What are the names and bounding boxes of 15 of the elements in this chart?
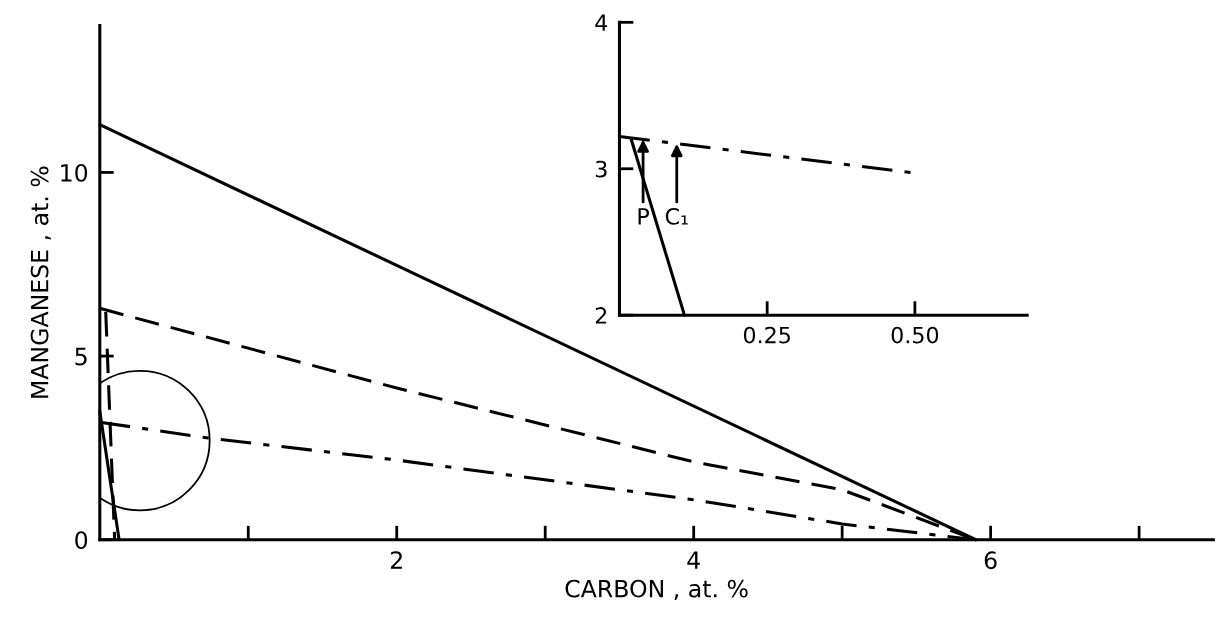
x-tick-label: 4 <box>687 551 700 569</box>
y-tick-label: 3 <box>595 160 607 178</box>
y-axis-title: MANGANESE , at. % <box>30 166 51 398</box>
x-tick-label: 0.50 <box>891 326 939 344</box>
y-tick-label: 0 <box>75 531 88 550</box>
x-tick-label: 6 <box>984 551 997 570</box>
annotation: C₁ <box>665 207 688 225</box>
annotation: P <box>638 208 650 225</box>
y-tick-label: 2 <box>595 307 607 324</box>
y-tick-label: 10 <box>61 163 88 182</box>
y-tick-label: 4 <box>595 14 608 31</box>
x-tick-label: 2 <box>390 551 402 569</box>
y-tick-label: 5 <box>75 347 87 366</box>
x-tick-label: 0.25 <box>743 326 790 344</box>
x-axis-title: CARBON , at. % <box>565 579 748 600</box>
